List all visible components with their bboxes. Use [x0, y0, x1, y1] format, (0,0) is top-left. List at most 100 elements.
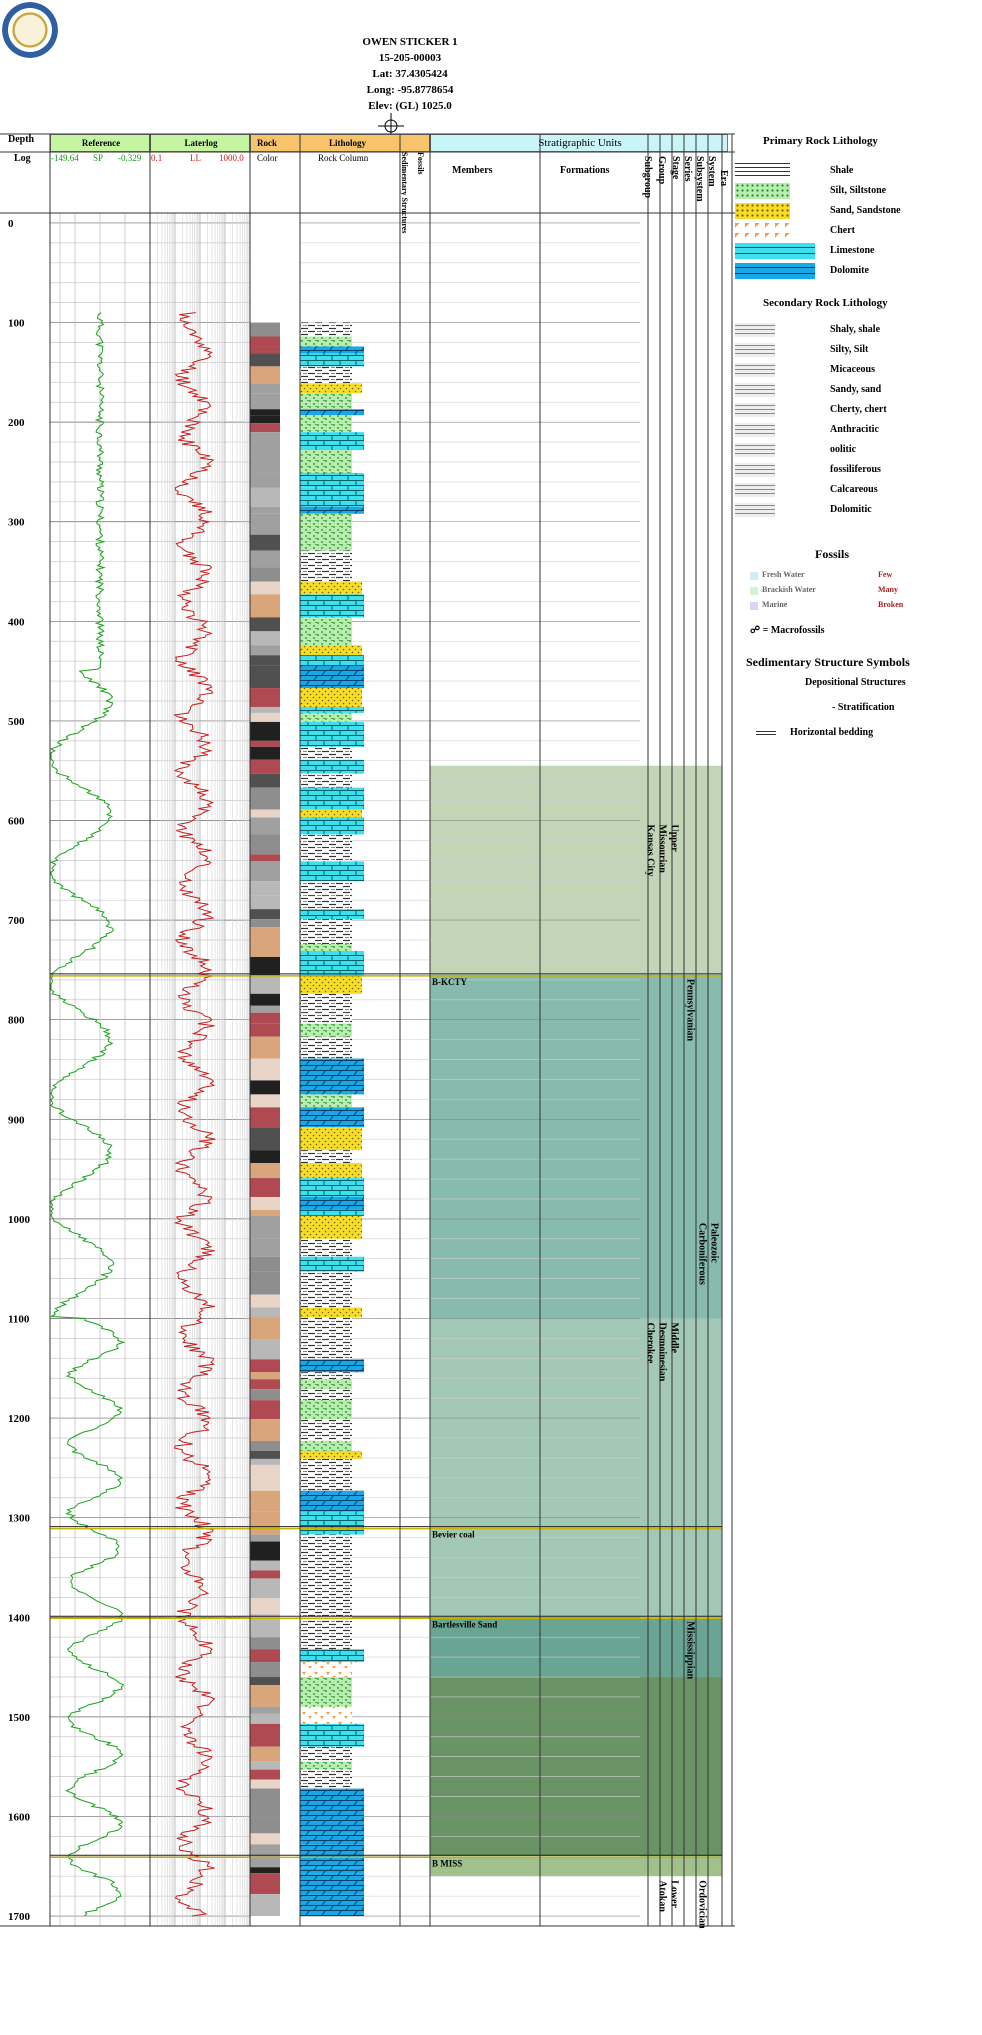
lithology-interval	[300, 1867, 364, 1874]
rock-color-interval	[250, 1816, 280, 1834]
rock-color-interval	[250, 1127, 280, 1151]
strat-label-stage: Desmoinesian	[657, 1322, 668, 1381]
lithology-interval	[300, 1066, 364, 1081]
lithology-interval	[300, 581, 362, 595]
rock-color-interval	[250, 706, 280, 713]
rock-color-interval	[250, 1271, 280, 1295]
legend-primary-label: Shale	[830, 165, 854, 176]
lithology-interval	[300, 1359, 364, 1373]
rock-color-interval	[250, 1419, 280, 1441]
lat-min: 0.1	[151, 153, 163, 163]
strat-label-series: Upper	[669, 825, 680, 853]
lithology-interval	[300, 1178, 364, 1197]
lithology-interval	[300, 1511, 364, 1535]
legend-secondary-label: Micaceous	[830, 364, 875, 375]
rock-color-interval	[250, 383, 280, 394]
lithology-interval	[300, 1761, 352, 1770]
rock-color-interval	[250, 1080, 280, 1095]
rock-color-interval	[250, 944, 280, 951]
lithology-interval	[300, 1541, 352, 1561]
lithology-interval	[300, 817, 364, 835]
ref-curve-name: SP	[93, 153, 104, 163]
rock-color-interval	[250, 1107, 280, 1128]
lithology-interval	[300, 944, 352, 951]
legend-secondary-label: Cherty, chert	[830, 404, 887, 415]
legend-sand-swatch	[735, 203, 790, 219]
rock-color-interval	[250, 415, 280, 424]
lithology-interval	[300, 567, 352, 582]
lithology-interval	[300, 1677, 352, 1685]
legend-secondary-swatch	[735, 463, 775, 477]
rock-color-interval	[250, 1163, 280, 1179]
lithology-interval	[300, 1490, 364, 1512]
rock-color-interval	[250, 1637, 280, 1650]
legend-secondary-swatch	[735, 503, 775, 517]
formation-top-label: Bevier coal	[432, 1530, 475, 1540]
rock-color-interval	[250, 450, 280, 473]
rock-color-interval	[250, 881, 280, 896]
rock-color-interval	[250, 1209, 280, 1216]
lithology-interval	[300, 1196, 364, 1210]
rock-color-interval	[250, 1256, 280, 1272]
rock-color-interval	[250, 950, 280, 957]
lithology-interval	[300, 432, 364, 451]
rock-color-interval	[250, 1023, 280, 1037]
legend-sed-title: Sedimentary Structure Symbols	[746, 655, 910, 669]
lithology-interval	[300, 1238, 352, 1257]
members-header: Members	[452, 165, 493, 176]
rock-color-interval	[250, 1614, 280, 1638]
depth-tick-label: 500	[8, 716, 25, 728]
rock-color-interval	[250, 655, 280, 666]
depth-tick-label: 700	[8, 915, 25, 927]
rock-color-interval	[250, 534, 280, 551]
rock-color-interval	[250, 1534, 280, 1542]
depth-tick-label: 1500	[8, 1712, 31, 1724]
rock-color-interval	[250, 1844, 280, 1868]
rock-color-interval	[250, 1339, 280, 1360]
group-header: Group	[656, 156, 667, 185]
lithology-interval	[300, 1339, 352, 1360]
rock-color-interval	[250, 1450, 280, 1459]
lithology-interval	[300, 487, 364, 507]
legend-secondary-label: Dolomitic	[830, 504, 872, 515]
ref-max: -0.329	[118, 153, 142, 163]
legend-secondary-swatch	[735, 383, 775, 397]
lithology-interval	[300, 1058, 364, 1067]
subsystem-header: Subsystem	[694, 156, 705, 202]
lithology-interval	[300, 881, 352, 896]
depth-tick-label: 800	[8, 1015, 25, 1027]
rock-color-interval	[250, 721, 280, 741]
horizontal-bedding-icon	[756, 731, 776, 735]
lithology-interval	[300, 1094, 352, 1108]
legend-primary-label: Dolomite	[830, 265, 869, 276]
lithology-interval	[300, 746, 352, 760]
depth-tick-label: 0	[8, 218, 14, 230]
rock-color-interval	[250, 645, 280, 656]
legend-macrofossils-row: ☍ = Macrofossils	[750, 625, 825, 636]
legend-abundance-label: Broken	[878, 600, 904, 609]
lithology-interval	[300, 1534, 352, 1542]
rock-color-interval	[250, 834, 280, 855]
legend-fossil-swatch	[750, 587, 758, 595]
lithology-interval	[300, 322, 352, 337]
well-log-chart: 0 100 200 300 400 500 600 700 800 900 1000 1100 1200…	[0, 133, 735, 1929]
lithology-interval	[300, 665, 364, 689]
legend-lime-swatch	[735, 243, 815, 259]
well-api: 15-205-00003	[378, 52, 442, 64]
lithology-interval	[300, 1080, 364, 1095]
legend-secondary-label: Sandy, sand	[830, 384, 882, 395]
lithology-interval	[300, 1215, 362, 1239]
lithology-interval	[300, 721, 364, 741]
lithology-interval	[300, 1163, 362, 1179]
legend-depositional: Depositional Structures	[805, 677, 906, 688]
lithology-interval	[300, 956, 364, 976]
formation-top-label: B MISS	[432, 1858, 462, 1868]
lithology-interval	[300, 594, 364, 618]
lithology-interval	[300, 534, 352, 551]
rock-color-interval	[250, 1440, 280, 1451]
well-lat: Lat: 37.4305424	[372, 68, 448, 80]
lithology-interval	[300, 366, 352, 384]
lithology-interval	[300, 1450, 362, 1459]
well-elev: Elev: (GL) 1025.0	[368, 100, 452, 112]
depth-tick-label: 1600	[8, 1811, 31, 1823]
